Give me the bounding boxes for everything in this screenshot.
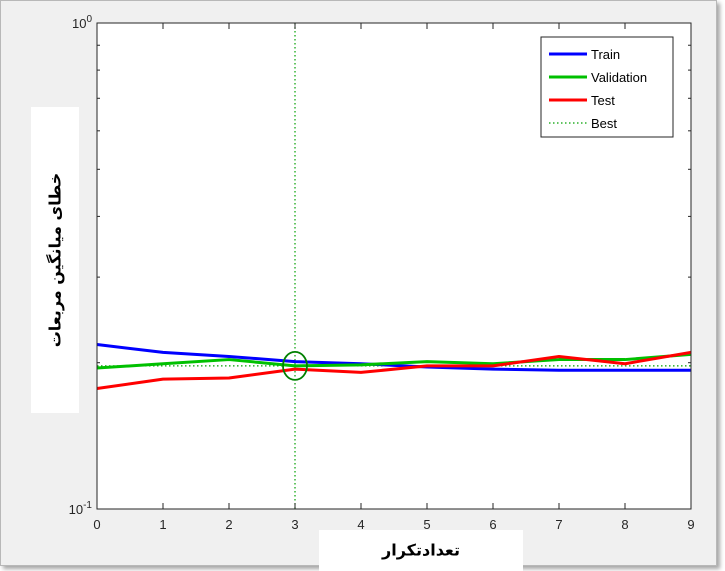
x-tick-label: 6 <box>489 517 496 532</box>
series-layer <box>96 23 692 509</box>
x-tick-label: 9 <box>687 517 694 532</box>
x-axis-label: تعدادتکرار <box>382 540 460 560</box>
y-axis-label: خطای میانگین مربعات <box>45 172 65 348</box>
series-line-train <box>96 343 691 372</box>
y-tick-label: 100 <box>72 14 92 31</box>
y-tick-label: 10-1 <box>69 500 93 517</box>
series-line-test <box>96 350 692 390</box>
tick-layer: 0 1 2 3 4 5 6 7 8 9 100 10-1 <box>69 14 695 532</box>
legend-label-best: Best <box>591 116 617 131</box>
x-tick-label: 7 <box>555 517 562 532</box>
marker-layer <box>282 350 308 381</box>
x-tick-label: 1 <box>159 517 166 532</box>
x-tick-label: 0 <box>93 517 100 532</box>
legend-label-train: Train <box>591 47 620 62</box>
x-tick-label: 8 <box>621 517 628 532</box>
x-tick-label: 3 <box>291 517 298 532</box>
x-axis-label-background <box>319 530 523 571</box>
y-axis-label-background <box>31 107 79 413</box>
chart-svg: 0 1 2 3 4 5 6 7 8 9 100 10-1 Train Validation Test Bes… <box>69 14 695 532</box>
x-tick-label: 2 <box>225 517 232 532</box>
legend: Train Validation Test Best <box>540 36 674 138</box>
x-tick-label: 5 <box>423 517 430 532</box>
x-tick-label: 4 <box>357 517 364 532</box>
legend-label-test: Test <box>591 93 615 108</box>
axes-box <box>96 22 692 510</box>
best-point-marker <box>282 350 308 381</box>
legend-label-validation: Validation <box>591 70 647 85</box>
